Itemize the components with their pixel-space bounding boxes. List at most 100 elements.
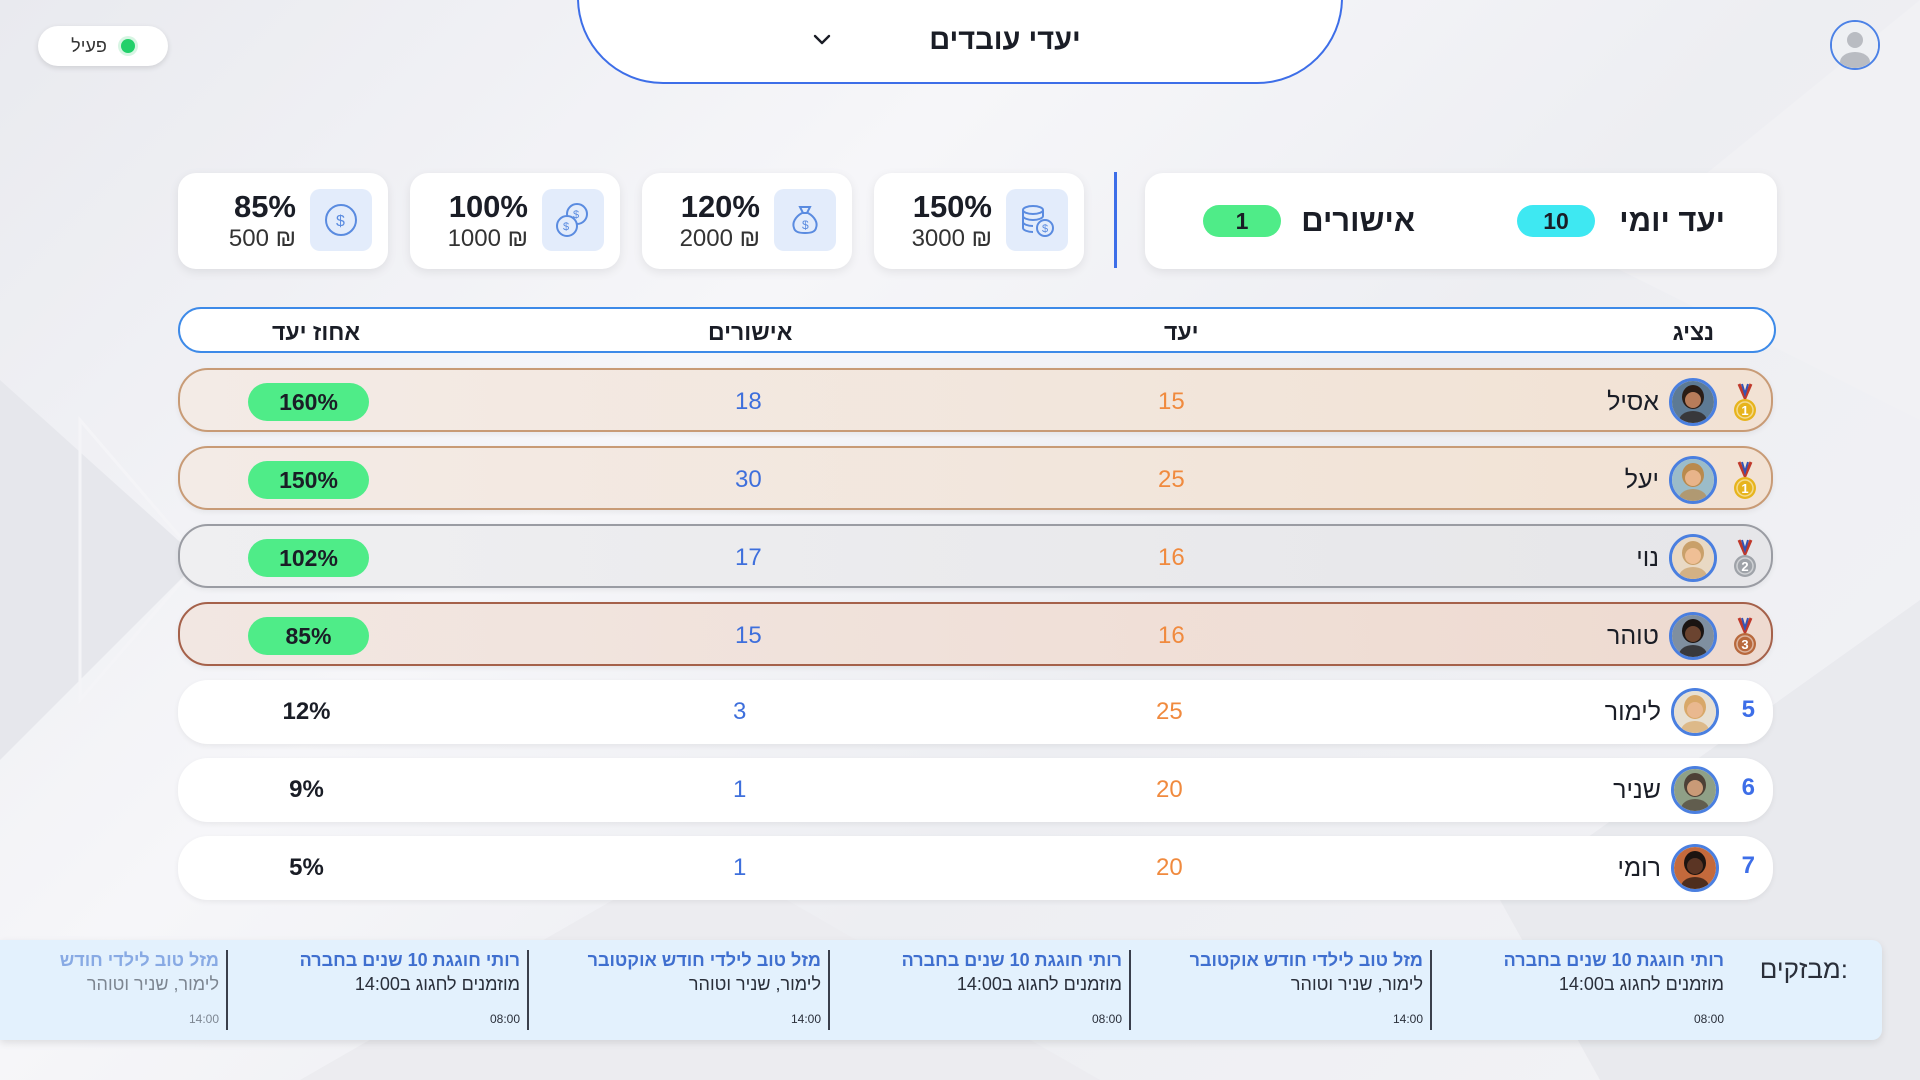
goal-card-100: 100% 1000 ₪ $ $ <box>410 173 620 269</box>
goal-pct: 9% <box>289 776 324 803</box>
approvals-value: 15 <box>735 622 762 649</box>
avatar <box>1669 612 1717 660</box>
ticker-item: רותי חוגגת 10 שנים בחברה מוזמנים לחגוג ב… <box>238 950 528 1036</box>
rep-name: נוי <box>1636 544 1659 572</box>
approvals-value: 17 <box>735 544 762 571</box>
goal-value: 16 <box>1158 544 1185 571</box>
daily-goal-value: 10 <box>1517 205 1595 237</box>
page-title: יעדי עובדים <box>929 23 1081 56</box>
rep-name: טוהר <box>1606 622 1659 650</box>
rank-number: 7 <box>1741 852 1755 879</box>
ticker-item: מזל טוב לילדי חודש לימור, שניר וטוהר 14:… <box>0 950 227 1036</box>
approvals-value: 1 <box>733 854 747 881</box>
rep-name: רומי <box>1617 854 1661 882</box>
user-profile-icon[interactable] <box>1830 20 1880 70</box>
table-row[interactable]: 2 נוי 16 17 102% <box>178 524 1773 588</box>
medal-rank: 1 <box>1741 481 1748 496</box>
ticker-separator <box>1129 950 1131 1030</box>
medal-rank: 1 <box>1741 403 1748 418</box>
table-row[interactable]: 6 שניר 20 1 9% <box>178 758 1773 822</box>
ticker-item-body: לימור, שניר וטוהר <box>688 974 821 994</box>
goal-pct: 5% <box>289 854 324 881</box>
ticker-item-body: מוזמנים לחגוג ב14:00 <box>1558 974 1724 994</box>
table-row[interactable]: 1 אסיל 15 18 160% <box>178 368 1773 432</box>
table-header: נציג יעד אישורים אחוז יעד <box>178 307 1776 353</box>
goal-pct: 12% <box>282 698 331 725</box>
ticker-item-time: 14:00 <box>790 1012 821 1026</box>
goal-value: 25 <box>1158 466 1185 493</box>
goal-card-150: 150% 3000 ₪ $ <box>874 173 1084 269</box>
avatar <box>1671 766 1719 814</box>
ticker-item: רותי חוגגת 10 שנים בחברה מוזמנים לחגוג ב… <box>840 950 1130 1036</box>
ticker-item-title: רותי חוגגת 10 שנים בחברה <box>1503 950 1724 970</box>
medal-rank: 2 <box>1741 559 1748 574</box>
status-dot-icon <box>120 39 135 53</box>
chevron-down-icon[interactable] <box>811 28 833 50</box>
header-rep: נציג <box>1672 319 1714 345</box>
goal-value: 20 <box>1156 776 1183 803</box>
table-row[interactable]: 7 רומי 20 1 5% <box>178 836 1773 900</box>
avatar <box>1669 534 1717 582</box>
goal-value: 20 <box>1156 854 1183 881</box>
ticker-item-title: רותי חוגגת 10 שנים בחברה <box>299 950 520 970</box>
ticker-item-time: 08:00 <box>1693 1012 1724 1026</box>
status-label: פעיל <box>71 35 107 56</box>
svg-text:$: $ <box>802 218 809 232</box>
money-bag-icon: $ <box>774 189 836 251</box>
goal-card-pct: 85% <box>233 189 296 224</box>
ticker-item-time: 14:00 <box>1392 1012 1423 1026</box>
ticker-label: מבזקים: <box>1759 954 1848 984</box>
gold-medal-icon: 1 <box>1734 461 1756 499</box>
svg-text:$: $ <box>1042 223 1048 235</box>
header-approvals: אישורים <box>708 319 793 345</box>
goal-pct-badge: 160% <box>248 383 369 421</box>
ticker-separator <box>1430 950 1432 1030</box>
ticker-separator <box>828 950 830 1030</box>
gold-medal-icon: 1 <box>1734 383 1756 421</box>
ticker-separator <box>226 950 228 1030</box>
table-row[interactable]: 3 טוהר 16 15 85% <box>178 602 1773 666</box>
goal-value: 15 <box>1158 388 1185 415</box>
medal-rank: 3 <box>1741 637 1748 652</box>
goal-card-amount: 500 ₪ <box>228 225 296 252</box>
silver-medal-icon: 2 <box>1734 539 1756 577</box>
ticker-item-body: מוזמנים לחגוג ב14:00 <box>354 974 520 994</box>
ticker-item: מזל טוב לילדי חודש אוקטובר לימור, שניר ו… <box>1141 950 1431 1036</box>
news-ticker: מבזקים: רותי חוגגת 10 שנים בחברה מוזמנים… <box>0 940 1882 1040</box>
ticker-item-title: מזל טוב לילדי חודש אוקטובר <box>587 950 821 970</box>
ticker-item-body: לימור, שניר וטוהר <box>1290 974 1423 994</box>
table-row[interactable]: 1 יעל 25 30 150% <box>178 446 1773 510</box>
svg-text:$: $ <box>573 209 579 221</box>
avatar <box>1669 456 1717 504</box>
table-row[interactable]: 5 לימור 25 3 12% <box>178 680 1773 744</box>
approvals-value: 1 <box>1203 205 1281 237</box>
rank-number: 6 <box>1741 774 1755 801</box>
status-toggle[interactable]: פעיל <box>38 26 168 66</box>
ticker-item-title: מזל טוב לילדי חודש אוקטובר <box>1189 950 1423 970</box>
ticker-item-time: 14:00 <box>188 1012 219 1026</box>
approvals-value: 1 <box>733 776 747 803</box>
goal-value: 25 <box>1156 698 1183 725</box>
svg-text:$: $ <box>563 221 569 233</box>
ticker-item-title: רותי חוגגת 10 שנים בחברה <box>901 950 1122 970</box>
goal-pct-badge: 102% <box>248 539 369 577</box>
ticker-item: רותי חוגגת 10 שנים בחברה מוזמנים לחגוג ב… <box>1442 950 1732 1036</box>
page-title-dropdown[interactable]: יעדי עובדים <box>577 0 1343 84</box>
approvals-value: 3 <box>733 698 747 725</box>
goal-card-amount: 1000 ₪ <box>447 225 528 252</box>
rank-number: 5 <box>1741 696 1755 723</box>
goal-card-pct: 150% <box>912 189 992 224</box>
cards-divider <box>1114 172 1117 268</box>
bronze-medal-icon: 3 <box>1734 617 1756 655</box>
approvals-label: אישורים <box>1301 203 1415 238</box>
svg-text:$: $ <box>336 213 345 230</box>
goal-card-pct: 100% <box>448 189 528 224</box>
rep-name: שניר <box>1613 776 1661 804</box>
ticker-item-title: מזל טוב לילדי חודש <box>59 950 219 970</box>
avatar <box>1669 378 1717 426</box>
header-pct: אחוז יעד <box>272 319 361 345</box>
two-coins-icon: $ $ <box>542 189 604 251</box>
goal-card-120: 120% 2000 ₪ $ <box>642 173 852 269</box>
goal-pct-badge: 150% <box>248 461 369 499</box>
rep-name: לימור <box>1604 698 1661 726</box>
